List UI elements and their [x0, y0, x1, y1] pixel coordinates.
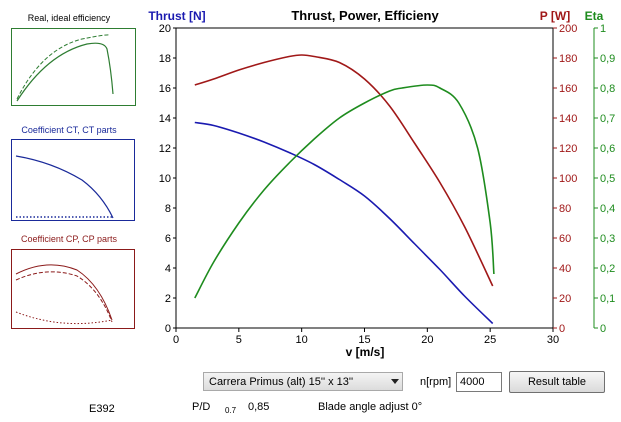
y-tick-label: 8	[165, 203, 171, 215]
y-tick-label: 20	[159, 23, 171, 35]
rpm-input[interactable]	[456, 372, 502, 392]
x-tick-label: 10	[296, 334, 308, 346]
y-tick-label: 140	[559, 113, 577, 125]
chart-series	[194, 54, 495, 325]
thumb-title-cp: Coefficient CP, CP parts	[20, 234, 118, 244]
x-tick-label: 25	[484, 334, 496, 346]
x-tick-label: 15	[358, 334, 370, 346]
y-tick-label: 0,8	[600, 83, 615, 95]
x-tick-label: 0	[173, 334, 179, 346]
y-tick-label: 16	[159, 83, 171, 95]
y-tick-label: 0	[165, 323, 171, 335]
thumb-chart-ct	[11, 139, 135, 221]
thumb-chart-cp	[11, 249, 135, 329]
rpm-label: n[rpm]	[420, 376, 452, 388]
model-code: E392	[89, 403, 115, 415]
y-tick-label: 0	[559, 323, 565, 335]
y-tick-label: 100	[559, 173, 577, 185]
y-tick-label: 10	[159, 173, 171, 185]
power-line	[194, 54, 494, 287]
thrust-line	[194, 121, 494, 325]
y-tick-label: 160	[559, 83, 577, 95]
y-tick-label: 0	[600, 323, 606, 335]
x-tick-label: 20	[421, 334, 433, 346]
y-tick-label: 80	[559, 203, 571, 215]
y-tick-label: 2	[165, 293, 171, 305]
y-tick-label: 12	[159, 143, 171, 155]
y-tick-label: 18	[159, 53, 171, 65]
y-tick-label: 20	[559, 293, 571, 305]
y-tick-label: 0,3	[600, 233, 615, 245]
x-tick-label: 30	[547, 334, 559, 346]
blade-angle-label: Blade angle adjust 0°	[318, 401, 423, 413]
y-tick-label: 120	[559, 143, 577, 155]
pd-subscript: 0.7	[225, 406, 237, 415]
y-tick-label: 1	[600, 23, 606, 35]
chevron-down-icon[interactable]	[391, 379, 399, 384]
y-tick-label: 0,2	[600, 263, 615, 275]
pd-value: 0,85	[248, 401, 270, 413]
y-tick-label: 6	[165, 233, 171, 245]
thumb-title-ct: Coefficient CT, CT parts	[21, 125, 117, 135]
y-tick-label: 180	[559, 53, 577, 65]
y-tick-label: 14	[159, 113, 171, 125]
y-tick-label: 0,9	[600, 53, 615, 65]
propeller-select-value: Carrera Primus (alt) 15'' x 13''	[209, 376, 354, 388]
propeller-select[interactable]: Carrera Primus (alt) 15'' x 13''	[203, 372, 403, 391]
y-tick-label: 60	[559, 233, 571, 245]
efficiency-line	[194, 84, 495, 299]
chart-ticks: 0 5 10 15 20 25 300246810121416182002040608010…	[159, 23, 616, 346]
y-tick-label: 0,1	[600, 293, 615, 305]
x-axis-label: v [m/s]	[346, 345, 385, 359]
y-tick-label: 0,6	[600, 143, 615, 155]
y-tick-label: 0,7	[600, 113, 615, 125]
axis-label-thrust: Thrust [N]	[148, 9, 205, 23]
chart-title: Thrust, Power, Efficieny	[291, 8, 439, 23]
axis-label-power: P [W]	[540, 9, 570, 23]
y-tick-label: 0,4	[600, 203, 615, 215]
axis-label-eta: Eta	[585, 9, 604, 23]
result-table-button[interactable]: Result table	[509, 371, 605, 393]
thumb-chart-efficiency	[11, 28, 136, 106]
y-tick-label: 200	[559, 23, 577, 35]
main-chart: 0 5 10 15 20 25 300246810121416182002040608010…	[148, 8, 616, 359]
y-tick-label: 40	[559, 263, 571, 275]
y-tick-label: 4	[165, 263, 171, 275]
pd-label: P/D	[192, 401, 211, 413]
thumb-title-efficiency: Real, ideal efficiency	[27, 13, 111, 23]
x-tick-label: 5	[236, 334, 242, 346]
y-tick-label: 0,5	[600, 173, 615, 185]
